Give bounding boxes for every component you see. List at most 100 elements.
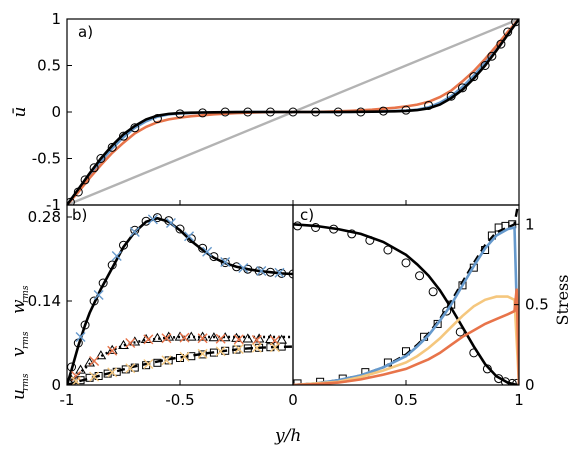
panel-b-u-crosses-point: [75, 332, 86, 342]
panel-a-ytick-label: -0.5: [32, 150, 61, 168]
panel-a-ytick-label: 0.5: [37, 57, 61, 75]
panel-b-v-triangles-point: [84, 357, 95, 367]
panel-b-u-circles-point: [119, 240, 128, 250]
panel-c-viscous-circles-point: [507, 378, 517, 385]
panel-b-u-crosses-point: [165, 218, 176, 228]
panel-b-v-triangles-point: [242, 333, 254, 343]
panel-c-light-orange-line: [293, 295, 519, 385]
panel-b-w-crosses: [71, 342, 280, 385]
panel-a-circles-point: [67, 197, 75, 205]
panel-c-frame: [292, 204, 520, 386]
panel-b-ytick-label: 0.14: [28, 292, 61, 310]
panel-b-w-crosses-point: [251, 342, 262, 353]
panel-c-viscous-circles-point: [442, 306, 452, 316]
panel-c-viscous-circles-point: [512, 378, 519, 385]
panel-b-u-circles-point: [277, 268, 287, 278]
panel-b-v-triangles-point: [95, 350, 107, 360]
panel-b-u-circles-point: [130, 225, 140, 235]
panel-b-w-crosses-point: [215, 346, 226, 357]
panel-b-w-crosses-point: [89, 371, 100, 382]
panel-b-w-crosses-point: [161, 355, 172, 366]
panel-b-w-crosses-point: [269, 342, 280, 353]
panel-c-plot-area: [293, 205, 519, 385]
panel-b-w-squares-point: [255, 343, 264, 352]
panel-c-viscous-circles-point: [347, 229, 357, 239]
panel-b-u-crosses-point: [147, 214, 158, 225]
panel-b-v-crosses-point: [197, 333, 208, 344]
panel-c-reynolds-squares-point: [447, 300, 456, 309]
panel-a-circles-point: [333, 107, 343, 117]
panel-a-circles-point: [288, 107, 298, 117]
panel-c-viscous-circles-point: [329, 224, 339, 234]
panel-b-u-circles-point: [107, 260, 117, 270]
panel-b-u-circles-point: [89, 296, 99, 306]
ylabel-w: w: [9, 299, 29, 314]
ylabel-v-sub: rms: [21, 331, 31, 349]
panel-a-ytick-label: 0: [51, 103, 61, 121]
panel-a-circles-point: [511, 19, 519, 27]
panel-b: 0 0.14 0.28 -1 -0.5 0: [28, 204, 298, 409]
panel-a-circles-point: [424, 100, 434, 110]
panel-a-circles-point: [175, 109, 185, 119]
panel-c-viscous-circles-point: [415, 271, 425, 281]
panel-b-v-crosses-point: [125, 338, 136, 348]
panel-a-circles-point: [469, 72, 479, 82]
panel-a-circles-point: [198, 108, 208, 118]
panel-a-circles-point: [89, 163, 99, 173]
panel-a-circles-point: [119, 131, 128, 141]
panel-b-label: b): [72, 206, 87, 224]
panel-b-u-circles-point: [152, 213, 162, 223]
panel-b-u-crosses-point: [220, 257, 231, 267]
panel-c-viscous-circles-point: [311, 223, 321, 232]
panel-b-ylabel: u rms v rms w rms: [9, 285, 31, 400]
panel-b-xtick-label: 0: [288, 391, 298, 409]
panel-b-w-squares-point: [243, 344, 252, 353]
panel-b-v-triangles-point: [152, 332, 163, 342]
ylabel-u-sub: rms: [21, 373, 31, 391]
panel-b-u-crosses-point: [238, 263, 249, 273]
panel-b-w-squares-point: [266, 343, 275, 352]
panel-c-ytick-label: 1: [525, 215, 535, 233]
panel-b-u-crosses-point: [256, 266, 267, 276]
panel-b-w-crosses-point: [143, 359, 154, 369]
panel-c-reynolds-dashed: [293, 205, 519, 385]
panel-c-viscous-circles-point: [469, 348, 479, 358]
panel-a-circles-point: [496, 39, 506, 49]
panel-b-xtick-label: -1: [60, 391, 75, 409]
panel-b-ytick-label: 0: [51, 376, 61, 394]
panel-b-plot-area: [67, 213, 293, 385]
panel-a-circles-point: [243, 107, 253, 117]
panel-c-viscous-circles-point: [383, 245, 393, 255]
panel-b-w-squares: [67, 342, 286, 385]
panel-a-circles-point: [356, 107, 366, 117]
panel-c-ytick-label: 0: [525, 376, 535, 394]
panel-a: -1 -0.5 0 0.5 1: [32, 10, 520, 214]
panel-a-circles-point: [107, 142, 117, 152]
panel-b-u-circles-point: [288, 269, 293, 279]
panel-b-v-crosses-point: [215, 333, 226, 344]
panel-c-xtick-label: 0.5: [394, 391, 418, 409]
panel-a-circles-point: [152, 114, 162, 124]
ylabel-u: u: [9, 389, 29, 400]
panel-a-circles-point: [503, 27, 513, 37]
panel-b-w-crosses-point: [107, 367, 118, 378]
x-axis-label: y/h: [274, 426, 301, 446]
panel-b-u-circles-point: [98, 278, 108, 288]
panel-b-u-circles-point: [232, 262, 241, 272]
panel-b-u-crosses-point: [93, 290, 104, 300]
panel-b-u-circles-point: [209, 252, 219, 262]
panel-c-xtick-label: 1: [514, 391, 524, 409]
panel-b-w-crosses-point: [125, 363, 136, 374]
panel-a-label: a): [78, 23, 93, 41]
panel-b-u-circles-point: [265, 267, 275, 277]
panel-c-orange-line: [293, 288, 519, 385]
panel-c-viscous-circles-point: [482, 364, 492, 374]
panel-b-w-crosses-point: [233, 344, 244, 354]
panel-b-v-triangles-point: [75, 364, 86, 374]
panel-a-circles: [67, 19, 519, 205]
panel-a-circles-point: [446, 91, 456, 101]
panel-b-xtick-label: -0.5: [165, 391, 194, 409]
panel-b-u-crosses-point: [274, 267, 285, 278]
panel-a-ytick-label: -1: [46, 196, 61, 214]
panel-b-w-squares-point: [198, 350, 207, 359]
